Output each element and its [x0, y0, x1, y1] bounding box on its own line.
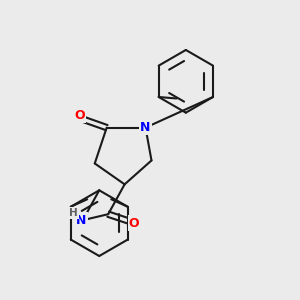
Text: N: N	[76, 214, 86, 227]
Text: O: O	[74, 109, 85, 122]
Text: N: N	[140, 121, 151, 134]
Text: H: H	[70, 208, 78, 218]
Text: O: O	[129, 217, 140, 230]
